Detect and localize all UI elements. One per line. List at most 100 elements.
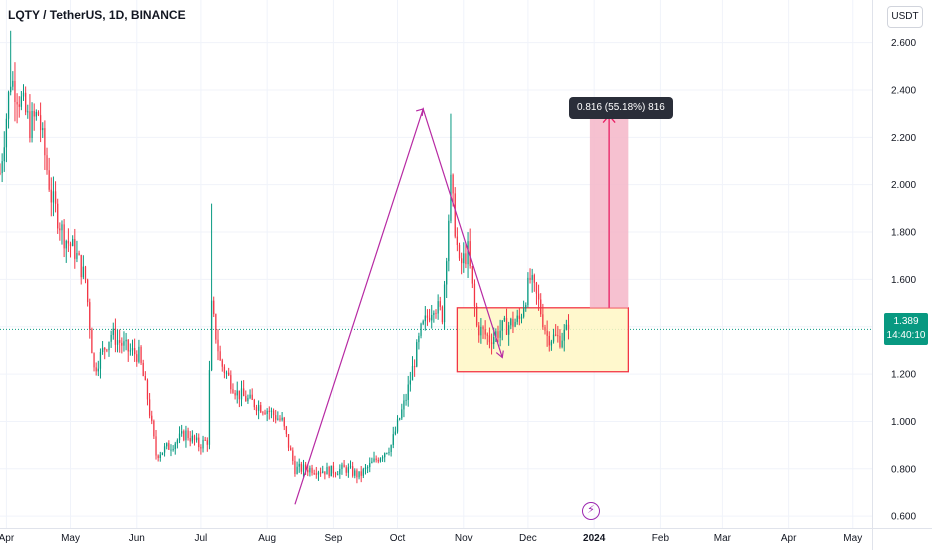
y-tick-label: 2.400 xyxy=(891,85,916,96)
candle-body xyxy=(155,436,156,455)
candle-body xyxy=(44,128,45,155)
candle-body xyxy=(226,373,227,374)
candle-body xyxy=(452,175,453,194)
candle-body xyxy=(388,452,389,453)
candle-body xyxy=(42,128,43,130)
candle-body xyxy=(380,458,381,461)
y-tick-label: 1.600 xyxy=(891,275,916,286)
candle-body xyxy=(435,313,436,314)
candle-body xyxy=(57,204,58,229)
candle-body xyxy=(0,173,1,174)
candle-body xyxy=(410,380,411,384)
candle-body xyxy=(102,348,103,352)
projection-path xyxy=(295,109,502,504)
candle-body xyxy=(143,363,144,376)
x-tick-label: May xyxy=(61,533,80,544)
candle-body xyxy=(158,456,159,458)
candle-body xyxy=(230,375,231,389)
candle-body xyxy=(478,325,479,335)
candle-body xyxy=(328,467,329,476)
candle-body xyxy=(181,431,182,433)
candle-body xyxy=(476,306,477,325)
candle-body xyxy=(395,432,396,435)
candle-body xyxy=(228,373,229,375)
candle-body xyxy=(123,341,124,345)
candle-body xyxy=(437,301,438,313)
x-tick-label: Feb xyxy=(652,533,670,544)
x-tick-label: Nov xyxy=(455,533,473,544)
x-tick-label: Apr xyxy=(781,533,797,544)
candle-body xyxy=(119,340,120,343)
candle-body xyxy=(487,335,488,336)
candle-body xyxy=(132,348,133,350)
candle-body xyxy=(34,111,35,116)
candle-body xyxy=(104,348,105,350)
candle-body xyxy=(262,412,263,413)
candle-body xyxy=(510,319,511,325)
candle-body xyxy=(273,411,274,416)
candle-body xyxy=(361,471,362,475)
candle-body xyxy=(373,459,374,462)
candle-body xyxy=(213,301,214,314)
candle-body xyxy=(376,459,377,460)
y-tick-label: 1.000 xyxy=(891,417,916,428)
candle-body xyxy=(51,190,52,203)
candle-body xyxy=(254,400,255,407)
candle-body xyxy=(200,447,201,448)
candle-body xyxy=(12,81,13,87)
candle-body xyxy=(561,341,562,347)
candle-body xyxy=(211,301,212,370)
candle-body xyxy=(36,112,37,116)
candle-body xyxy=(555,335,556,336)
candle-body xyxy=(271,411,272,412)
candle-body xyxy=(100,352,101,369)
candle-body xyxy=(217,340,218,352)
candle-body xyxy=(70,243,71,246)
candle-body xyxy=(557,335,558,336)
candle-body xyxy=(179,434,180,441)
candle-body xyxy=(106,350,107,351)
candle-body xyxy=(335,473,336,474)
candle-body xyxy=(177,440,178,443)
candle-body xyxy=(420,324,421,336)
candle-body xyxy=(382,457,383,458)
y-tick-label: 2.600 xyxy=(891,38,916,49)
lightning-icon[interactable]: ⚡ xyxy=(582,502,600,520)
candle-body xyxy=(14,81,15,102)
candle-body xyxy=(224,367,225,373)
candle-body xyxy=(378,460,379,462)
candle-body xyxy=(489,335,490,342)
candle-body xyxy=(465,253,466,264)
candle-body xyxy=(207,440,208,445)
candle-body xyxy=(566,325,567,330)
candle-body xyxy=(559,336,560,347)
candle-body xyxy=(502,320,503,330)
candle-body xyxy=(27,111,28,112)
candle-body xyxy=(284,418,285,427)
symbol-title[interactable]: LQTY / TetherUS, 1D, BINANCE xyxy=(8,8,186,22)
candle-body xyxy=(294,461,295,474)
candle-body xyxy=(521,317,522,319)
candle-body xyxy=(190,438,191,441)
candle-body xyxy=(290,448,291,451)
candle-body xyxy=(418,336,419,342)
y-tick-label: 0.800 xyxy=(891,464,916,475)
candle-body xyxy=(514,322,515,327)
candle-body xyxy=(222,360,223,366)
currency-button[interactable]: USDT xyxy=(887,6,923,28)
candle-body xyxy=(333,466,334,474)
candle-body xyxy=(162,453,163,455)
candle-body xyxy=(281,418,282,420)
candle-body xyxy=(117,340,118,345)
candle-body xyxy=(23,93,24,97)
candle-body xyxy=(433,313,434,315)
candle-body xyxy=(429,318,430,321)
candle-body xyxy=(455,193,456,236)
candle-body xyxy=(442,307,443,322)
candle-body xyxy=(130,350,131,351)
candle-body xyxy=(303,465,304,472)
candle-body xyxy=(260,405,261,412)
candle-body xyxy=(63,224,64,248)
